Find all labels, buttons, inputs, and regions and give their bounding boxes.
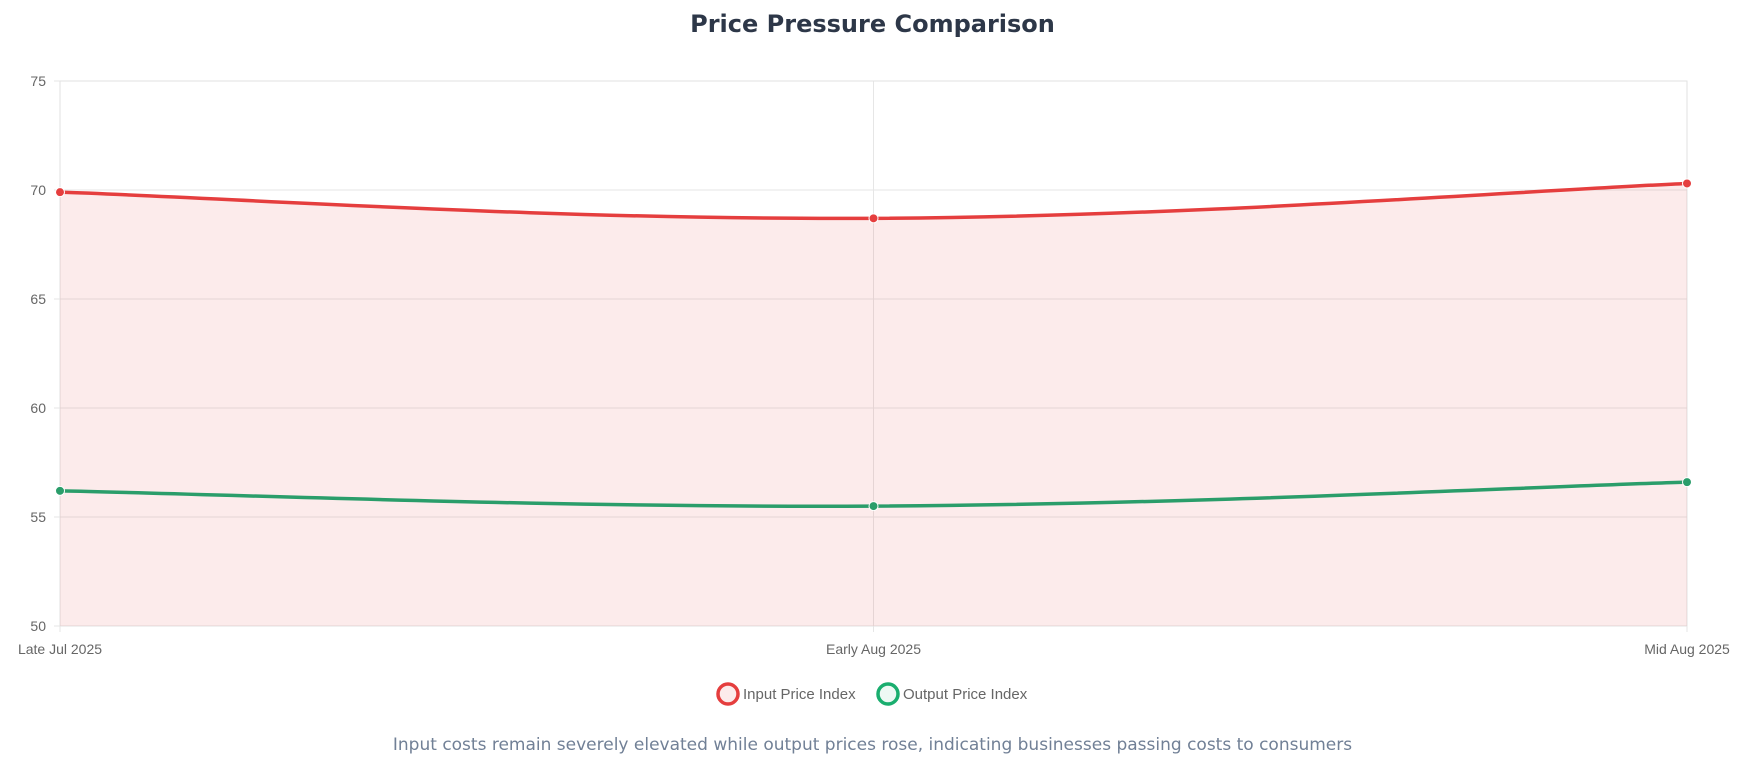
price-pressure-chart: 50 55 60 65 70 75 Late Jul 2025 Early Aug 2025…	[18, 73, 1730, 706]
legend-marker-output[interactable]	[876, 682, 900, 706]
legend-label-input[interactable]: Input Price Index	[743, 686, 856, 703]
data-point-1-2[interactable]	[1682, 477, 1692, 488]
plot-frame	[59, 80, 1688, 627]
chart-caption: Input costs remain severely elevated whi…	[392, 735, 1353, 755]
y-tick-label-60: 60	[30, 400, 46, 416]
y-tick-label-75: 75	[30, 73, 46, 89]
x-tick-label-1: Early Aug 2025	[826, 641, 921, 657]
data-points	[55, 178, 1692, 512]
x-axis-ticks: Late Jul 2025 Early Aug 2025 Mid Aug 2025	[18, 641, 1730, 657]
x-tick-label-2: Mid Aug 2025	[1644, 641, 1730, 657]
x-tick-label-0: Late Jul 2025	[18, 641, 102, 657]
legend: Input Price Index Output Price Index	[716, 682, 1028, 706]
y-tick-label-65: 65	[30, 291, 46, 307]
y-tick-label-70: 70	[30, 182, 46, 198]
chart-title: Price Pressure Comparison	[690, 10, 1055, 38]
y-axis-ticks: 50 55 60 65 70 75	[30, 73, 46, 634]
data-point-0-2[interactable]	[1682, 178, 1692, 189]
data-point-0-0[interactable]	[55, 187, 65, 198]
area-fills	[60, 183, 1687, 626]
data-point-1-0[interactable]	[55, 485, 65, 496]
data-point-0-1[interactable]	[868, 213, 879, 224]
y-tick-label-55: 55	[30, 509, 46, 525]
legend-marker-input[interactable]	[716, 682, 740, 706]
legend-label-output[interactable]: Output Price Index	[903, 686, 1028, 703]
data-point-1-1[interactable]	[868, 501, 879, 512]
series-area-0	[60, 183, 1687, 626]
grid-lines	[54, 80, 1688, 632]
y-tick-label-50: 50	[30, 618, 46, 634]
